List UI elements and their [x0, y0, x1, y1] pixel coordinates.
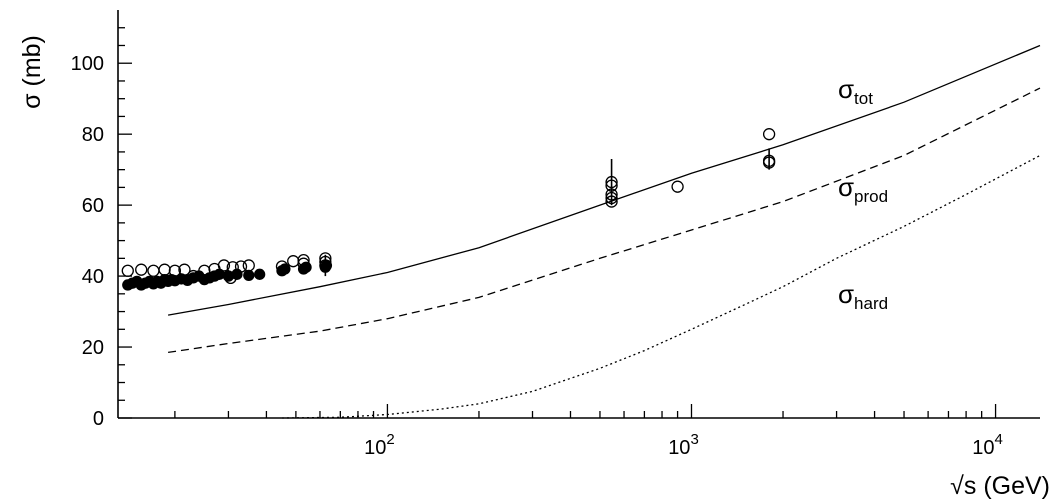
x-tick-label: 104 — [972, 431, 1003, 459]
open-point — [147, 264, 160, 277]
open-point — [158, 263, 171, 276]
y-tick-label: 20 — [82, 337, 104, 359]
filled-point — [231, 268, 243, 280]
x-axis-title: √s (GeV) — [950, 472, 1050, 500]
curve-prod — [168, 87, 1041, 354]
filled-point — [243, 269, 255, 282]
x-tick-label: 102 — [364, 431, 395, 459]
open-point — [762, 128, 776, 141]
model-curves — [167, 44, 1041, 419]
filled-point — [320, 259, 333, 272]
y-tick-label: 100 — [71, 53, 104, 75]
y-tick-label: 60 — [82, 195, 104, 217]
open-point — [287, 255, 300, 268]
curve-label-hard: σhard — [838, 279, 888, 313]
y-tick-label: 0 — [93, 408, 104, 430]
open-point — [671, 180, 684, 193]
open-point — [242, 259, 255, 272]
y-axis-title: σ (mb) — [18, 35, 46, 109]
y-tick-label: 80 — [82, 124, 104, 146]
curve-label-tot: σtot — [838, 74, 873, 108]
open-point — [121, 264, 134, 277]
filled-point — [253, 268, 266, 280]
curve-label-prod: σprod — [838, 172, 888, 206]
filled-point — [213, 268, 225, 280]
open-point — [217, 259, 231, 272]
curve-hard — [281, 154, 1041, 419]
filled-point — [300, 261, 312, 273]
y-tick-label: 40 — [82, 266, 104, 288]
x-tick-label: 103 — [668, 431, 699, 459]
curve-tot — [167, 44, 1041, 316]
filled-point — [279, 263, 291, 275]
data-points — [121, 128, 776, 291]
open-point — [135, 263, 148, 276]
plot-frame — [117, 10, 1040, 419]
